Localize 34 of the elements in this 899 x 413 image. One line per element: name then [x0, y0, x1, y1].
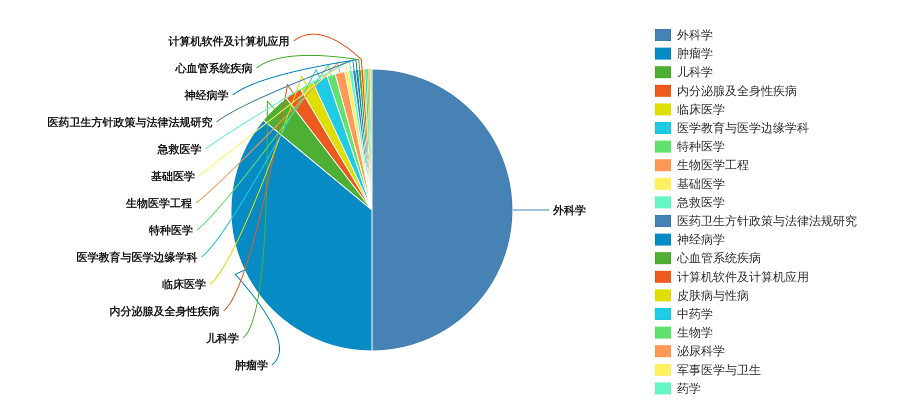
- slice-label: 内分泌腺及全身性疾病: [110, 305, 220, 318]
- legend-label: 生物医学工程: [677, 158, 749, 172]
- legend-label: 特种医学: [677, 140, 725, 154]
- legend-label: 医药卫生方针政策与法律法规研究: [677, 214, 857, 228]
- slice-label: 肿瘤学: [234, 359, 268, 372]
- slice-label: 医学教育与医学边缘学科: [76, 251, 198, 264]
- legend-label: 军事医学与卫生: [677, 362, 761, 377]
- legend-label: 基础医学: [677, 176, 725, 191]
- slice-label: 基础医学: [150, 170, 195, 183]
- legend-label: 中药学: [677, 307, 713, 321]
- legend-label: 肿瘤学: [677, 46, 713, 61]
- slice-label: 心血管系统疾病: [174, 62, 252, 75]
- legend-label: 皮肤病与性病: [677, 288, 749, 302]
- legend-label: 内分泌腺及全身性疾病: [677, 84, 797, 98]
- slice-label: 外科学: [552, 204, 586, 217]
- slice-label: 计算机软件及计算机应用: [168, 35, 290, 48]
- legend-label: 神经病学: [677, 232, 725, 247]
- legend-label: 外科学: [677, 28, 713, 42]
- slice-label: 神经病学: [184, 89, 229, 102]
- legend-label: 泌尿科学: [677, 344, 725, 358]
- legend-label: 生物学: [677, 326, 713, 340]
- legend-label: 计算机软件及计算机应用: [677, 270, 809, 284]
- slice-label: 医药卫生方针政策与法律法规研究: [47, 116, 212, 129]
- legend-label: 医学教育与医学边缘学科: [677, 121, 809, 135]
- slice-label: 临床医学: [162, 278, 206, 291]
- slice-label: 特种医学: [148, 224, 193, 237]
- slice-label: 儿科学: [204, 332, 239, 345]
- legend-label: 临床医学: [677, 102, 725, 116]
- legend-label: 儿科学: [677, 65, 713, 80]
- slice-label: 急救医学: [156, 143, 202, 156]
- slice-label: 生物医学工程: [125, 197, 192, 210]
- legend-label: 心血管系统疾病: [676, 251, 761, 266]
- legend-label: 急救医学: [676, 195, 725, 210]
- legend-label: 药学: [677, 381, 701, 396]
